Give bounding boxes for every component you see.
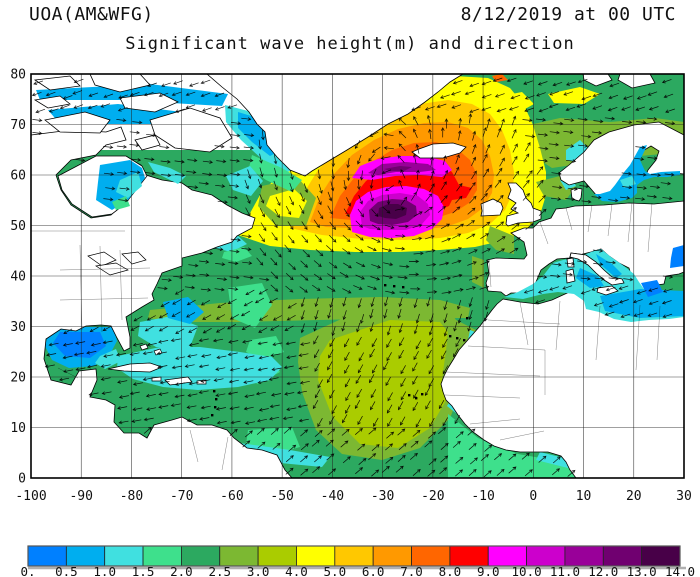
colorbar-tick-label: 6.0 <box>362 564 385 577</box>
x-tick-label: 0 <box>529 489 537 504</box>
x-tick-label: -20 <box>421 489 444 504</box>
colorbar-tick-label: 12.0 <box>588 564 618 577</box>
colorbar-tick-label: 2.5 <box>208 564 231 577</box>
colorbar-segment <box>104 545 144 567</box>
x-tick-label: -10 <box>471 489 494 504</box>
colorbar-segment <box>219 545 259 567</box>
colorbar-segment <box>334 545 374 567</box>
x-tick-label: -60 <box>220 489 243 504</box>
y-tick-label: 0 <box>18 472 26 487</box>
y-tick-label: 60 <box>10 169 26 184</box>
wave-direction-arrows <box>31 77 676 478</box>
x-tick-label: 30 <box>676 489 692 504</box>
y-tick-label: 70 <box>10 118 26 133</box>
colorbar-segment <box>27 545 67 567</box>
x-tick-label: -50 <box>270 489 293 504</box>
x-axis-tick-labels: -100 -90 -80 -70 -60 -50 -40 -30 -20 -10 0 10 20 30 <box>15 489 691 504</box>
colorbar-tick-label: 1.0 <box>93 564 116 577</box>
x-tick-label: -30 <box>371 489 394 504</box>
colorbar-tick-label: 1.5 <box>132 564 155 577</box>
y-tick-label: 80 <box>10 68 26 83</box>
colorbar-tick-label: 0. <box>20 564 35 577</box>
colorbar-segment <box>602 545 643 567</box>
map-frame <box>30 73 685 479</box>
x-tick-label: -40 <box>321 489 344 504</box>
colorbar-tick-label: 10.0 <box>512 564 542 577</box>
colorbar-tick-label: 5.0 <box>324 564 347 577</box>
colorbar: 0. 0.5 1.0 1.5 2.0 2.5 3.0 4.0 5.0 6.0 7.0 8.0 9.0 10… <box>20 545 695 577</box>
y-tick-label: 40 <box>10 270 26 285</box>
colorbar-segment <box>181 545 221 567</box>
colorbar-segment <box>449 545 489 567</box>
colorbar-tick-label: 14.0 <box>665 564 695 577</box>
x-tick-label: -70 <box>170 489 193 504</box>
colorbar-tick-label: 9.0 <box>477 564 500 577</box>
colorbar-segment <box>65 545 106 567</box>
colorbar-segment <box>372 545 412 567</box>
x-tick-label: -90 <box>69 489 92 504</box>
colorbar-tick-label: 0.5 <box>55 564 78 577</box>
colorbar-segment <box>487 545 527 567</box>
colorbar-tick-label: 4.0 <box>285 564 308 577</box>
y-tick-label: 20 <box>10 371 26 386</box>
model-label: UOA(AM&WFG) <box>29 4 154 25</box>
colorbar-segment <box>142 545 182 567</box>
x-tick-label: -100 <box>15 489 46 504</box>
x-tick-label: -80 <box>120 489 143 504</box>
colorbar-segment <box>411 545 451 567</box>
y-tick-label: 30 <box>10 320 26 335</box>
colorbar-segment <box>257 545 297 567</box>
colorbar-tick-label: 11.0 <box>550 564 580 577</box>
valid-time-label: 8/12/2019 at 00 UTC <box>460 4 676 25</box>
colorbar-tick-label: 8.0 <box>439 564 462 577</box>
colorbar-tick-label: 2.0 <box>170 564 193 577</box>
colorbar-tick-label: 7.0 <box>400 564 423 577</box>
y-tick-label: 10 <box>10 421 26 436</box>
y-axis-tick-labels: 80 70 60 50 40 30 20 10 0 <box>10 68 26 487</box>
chart-title: Significant wave height(m) and direction <box>125 34 575 54</box>
colorbar-segment <box>641 545 681 567</box>
x-tick-label: 10 <box>576 489 592 504</box>
colorbar-tick-label: 3.0 <box>247 564 270 577</box>
y-tick-label: 50 <box>10 219 26 234</box>
x-tick-label: 20 <box>626 489 642 504</box>
colorbar-segment <box>564 545 604 567</box>
colorbar-segment <box>296 545 336 567</box>
colorbar-segment <box>526 545 566 567</box>
colorbar-tick-label: 13.0 <box>627 564 657 577</box>
